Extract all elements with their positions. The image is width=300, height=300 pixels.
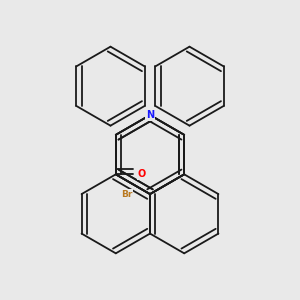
Text: N: N	[146, 110, 154, 120]
Text: Br: Br	[121, 190, 132, 199]
Text: O: O	[138, 169, 146, 179]
